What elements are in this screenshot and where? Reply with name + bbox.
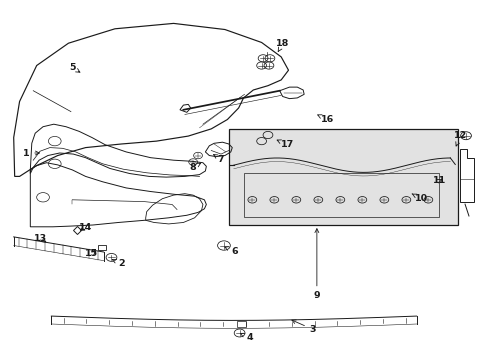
Text: 12: 12 bbox=[453, 130, 467, 146]
Bar bbox=[228, 129, 457, 225]
Text: 1: 1 bbox=[22, 149, 39, 158]
Text: 9: 9 bbox=[313, 229, 320, 300]
Text: 8: 8 bbox=[189, 163, 200, 172]
Text: 14: 14 bbox=[79, 223, 92, 232]
Bar bbox=[98, 245, 105, 250]
Bar bbox=[244, 173, 438, 217]
Text: 17: 17 bbox=[277, 140, 294, 149]
Bar bbox=[237, 321, 245, 327]
Text: 18: 18 bbox=[275, 40, 289, 51]
Text: 13: 13 bbox=[34, 234, 46, 243]
Text: 6: 6 bbox=[224, 247, 238, 256]
Text: 10: 10 bbox=[411, 194, 427, 203]
Text: 3: 3 bbox=[291, 320, 316, 334]
Text: 4: 4 bbox=[240, 333, 252, 342]
Text: 16: 16 bbox=[317, 115, 334, 124]
Text: 15: 15 bbox=[85, 249, 98, 258]
Text: 5: 5 bbox=[69, 63, 80, 72]
Text: 11: 11 bbox=[431, 176, 445, 185]
Text: 2: 2 bbox=[112, 259, 124, 268]
Text: 7: 7 bbox=[213, 154, 224, 163]
